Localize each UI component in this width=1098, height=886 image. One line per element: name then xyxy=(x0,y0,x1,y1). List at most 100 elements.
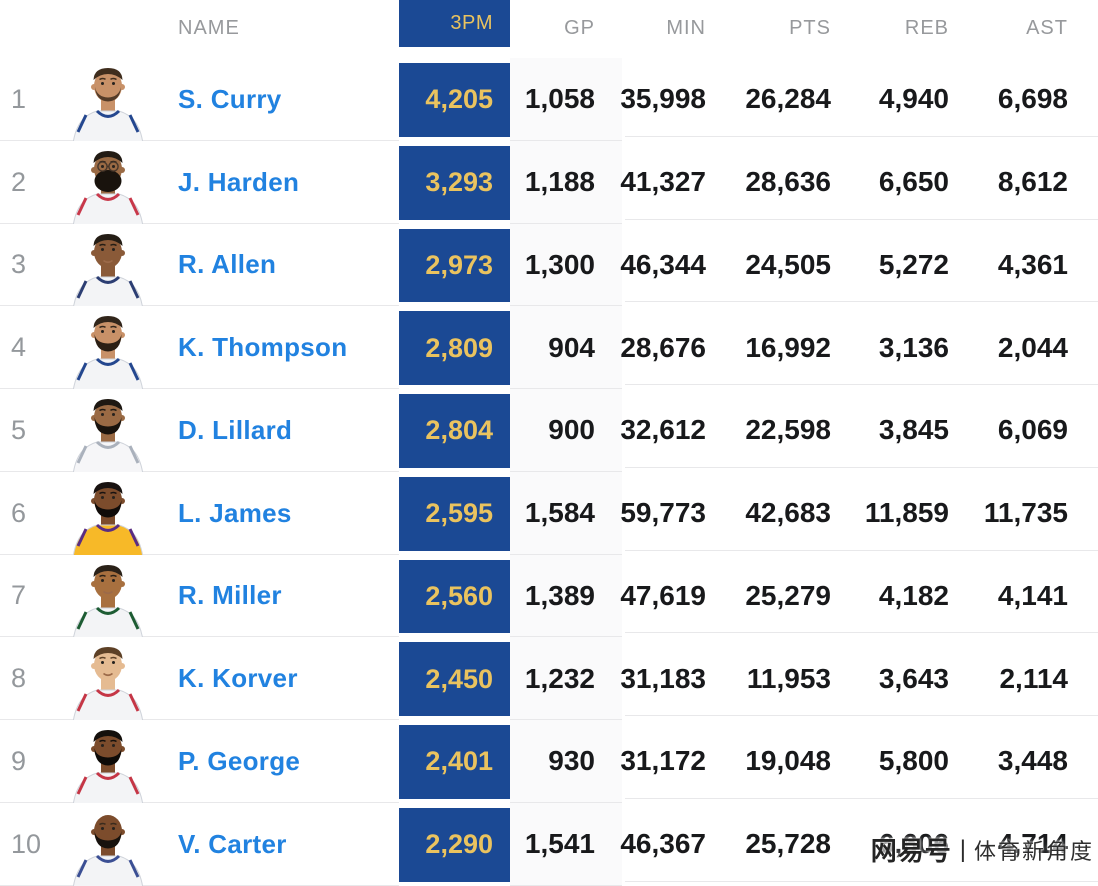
rank-cell: 8 xyxy=(11,663,27,694)
min-cell: 35,998 xyxy=(620,83,706,115)
player-name-link[interactable]: K. Korver xyxy=(178,663,298,694)
ast-cell: 4,141 xyxy=(997,579,1068,611)
pts-cell: 16,992 xyxy=(745,331,831,363)
min-cell: 28,676 xyxy=(620,331,706,363)
3pm-cell: 4,205 xyxy=(399,63,510,137)
min-cell: 47,619 xyxy=(620,579,706,611)
table-row[interactable]: 1 S. Curry 4,205 1,058 35,998 26,284 4,9… xyxy=(0,58,1098,141)
pts-cell: 24,505 xyxy=(745,248,831,280)
gp-cell: 1,232 xyxy=(524,662,595,694)
row-divider xyxy=(510,636,622,638)
min-cell: 32,612 xyxy=(620,414,706,446)
player-avatar xyxy=(64,557,154,638)
gp-column-tint xyxy=(510,720,622,803)
table-row[interactable]: 3 R. Allen 2,973 1,300 46,344 24,505 5,2… xyxy=(0,223,1098,307)
row-divider xyxy=(0,636,399,638)
min-cell: 46,344 xyxy=(620,248,706,280)
player-name-link[interactable]: D. Lillard xyxy=(178,414,293,445)
rank-cell: 5 xyxy=(11,414,27,445)
min-cell: 46,367 xyxy=(620,828,706,860)
pts-cell: 42,683 xyxy=(745,497,831,529)
3pm-cell: 2,595 xyxy=(399,476,510,551)
row-divider xyxy=(510,222,622,224)
row-divider xyxy=(0,553,399,555)
pts-cell: 25,279 xyxy=(745,579,831,611)
3pm-cell: 2,560 xyxy=(399,559,510,634)
rank-cell: 2 xyxy=(11,166,27,197)
pts-cell: 22,598 xyxy=(745,414,831,446)
column-header-min[interactable]: MIN xyxy=(666,17,706,39)
row-divider xyxy=(510,139,622,141)
row-divider xyxy=(625,301,1098,303)
reb-cell: 5,800 xyxy=(878,745,949,777)
row-divider xyxy=(0,470,399,472)
gp-column-tint xyxy=(510,306,622,389)
player-avatar xyxy=(64,474,154,555)
table-row[interactable]: 4 K. Thompson 2,809 904 28,676 16,992 3,… xyxy=(0,306,1098,389)
3pm-cell: 2,804 xyxy=(399,394,510,468)
gp-column-tint xyxy=(510,223,622,307)
player-avatar xyxy=(64,639,154,720)
row-divider xyxy=(0,801,399,803)
pts-cell: 28,636 xyxy=(745,166,831,198)
table-body: 1 S. Curry 4,205 1,058 35,998 26,284 4,9… xyxy=(0,58,1098,886)
3pm-cell: 2,809 xyxy=(399,311,510,385)
table-row[interactable]: 2 J. Harden 3,293 1,188 41,327 28,636 6,… xyxy=(0,140,1098,224)
row-divider xyxy=(0,222,399,224)
column-header-3pm[interactable]: 3PM xyxy=(399,0,510,47)
player-avatar xyxy=(64,722,154,803)
gp-cell: 930 xyxy=(548,745,595,777)
row-divider xyxy=(510,553,622,555)
player-name-link[interactable]: P. George xyxy=(178,745,301,776)
row-divider xyxy=(625,797,1098,799)
watermark-label: 体育新角度 xyxy=(973,838,1094,864)
table-row[interactable]: 9 P. George 2,401 930 31,172 19,048 5,80… xyxy=(0,720,1098,803)
column-header-reb[interactable]: REB xyxy=(904,17,949,39)
row-divider xyxy=(625,218,1098,220)
column-header-ast[interactable]: AST xyxy=(1026,17,1068,39)
ast-cell: 6,698 xyxy=(997,83,1068,115)
ast-cell: 11,735 xyxy=(983,497,1068,529)
reb-cell: 4,940 xyxy=(878,83,949,115)
player-name-link[interactable]: K. Thompson xyxy=(178,332,348,363)
player-name-link[interactable]: S. Curry xyxy=(178,83,282,114)
player-name-link[interactable]: V. Carter xyxy=(178,828,287,859)
3pm-cell: 2,973 xyxy=(399,228,510,303)
column-header-3pm-label: 3PM xyxy=(450,12,493,34)
table-row[interactable]: 7 R. Miller 2,560 1,389 47,619 25,279 4,… xyxy=(0,554,1098,638)
table-row[interactable]: 6 L. James 2,595 1,584 59,773 42,683 11,… xyxy=(0,471,1098,555)
rank-cell: 9 xyxy=(11,745,27,776)
rank-cell: 4 xyxy=(11,332,27,363)
player-avatar xyxy=(64,226,154,307)
3pm-cell: 3,293 xyxy=(399,145,510,220)
player-name-link[interactable]: L. James xyxy=(178,497,292,528)
player-avatar xyxy=(64,143,154,224)
3pm-cell: 2,290 xyxy=(399,807,510,882)
player-name-link[interactable]: R. Miller xyxy=(178,580,282,611)
row-divider xyxy=(625,384,1098,385)
row-divider xyxy=(0,139,399,141)
ast-cell: 3,448 xyxy=(997,745,1068,777)
row-divider xyxy=(0,305,399,307)
row-divider xyxy=(625,135,1098,137)
table-row[interactable]: 8 K. Korver 2,450 1,232 31,183 11,953 3,… xyxy=(0,637,1098,720)
row-divider xyxy=(510,388,622,389)
row-divider xyxy=(625,632,1098,634)
column-header-gp[interactable]: GP xyxy=(564,17,595,39)
gp-cell: 1,389 xyxy=(524,579,595,611)
pts-cell: 11,953 xyxy=(746,662,831,694)
table-row[interactable]: 5 D. Lillard 2,804 900 32,612 22,598 3,8… xyxy=(0,389,1098,472)
pts-cell: 19,048 xyxy=(745,745,831,777)
gp-cell: 1,300 xyxy=(524,248,595,280)
column-header-name[interactable]: NAME xyxy=(178,17,240,39)
gp-column-tint xyxy=(510,389,622,472)
player-name-link[interactable]: J. Harden xyxy=(178,166,300,197)
gp-cell: 1,058 xyxy=(524,83,595,115)
min-cell: 59,773 xyxy=(620,497,706,529)
column-header-pts[interactable]: PTS xyxy=(789,17,831,39)
gp-column-tint xyxy=(510,471,622,555)
player-name-link[interactable]: R. Allen xyxy=(178,249,277,280)
player-avatar xyxy=(64,308,154,389)
row-divider xyxy=(625,549,1098,551)
